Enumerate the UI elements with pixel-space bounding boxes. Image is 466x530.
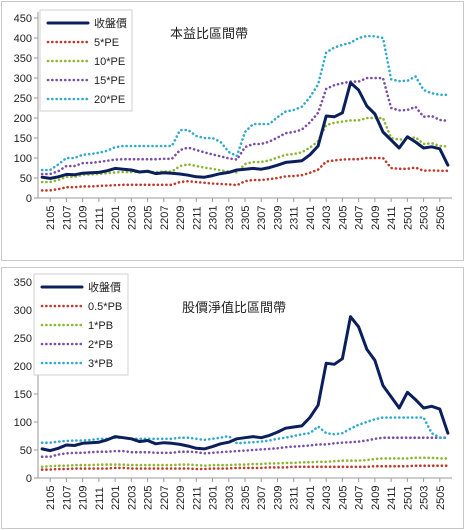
x-tick-label: 2105	[45, 486, 57, 510]
legend-label-2: 1*PB	[88, 320, 113, 332]
x-tick-label: 2403	[321, 486, 333, 510]
legend-label-4: 3*PB	[88, 358, 113, 370]
x-tick-label: 2109	[78, 206, 90, 230]
x-tick-label: 2107	[61, 206, 73, 230]
series-line-4	[40, 34, 450, 172]
x-tick-label: 2201	[110, 206, 122, 230]
x-tick-label: 2307	[256, 206, 268, 230]
x-tick-label: 2211	[191, 486, 203, 510]
x-tick-label: 2411	[386, 206, 398, 230]
legend-label-0: 收盤價	[88, 280, 121, 294]
x-tick-label: 2501	[402, 486, 414, 510]
legend-label-3: 15*PE	[94, 75, 125, 87]
x-tick-label: 2203	[126, 486, 138, 510]
y-tick-label: 450	[14, 13, 32, 25]
legend-label-1: 5*PE	[94, 37, 119, 49]
pe-band-chart-panel: 0 50 100 150 200 250 300 350 400 450 2105 2107 2109 2…	[1, 1, 464, 261]
x-tick-label: 2301	[208, 206, 220, 230]
y-tick-label: 50	[20, 445, 32, 457]
y-tick-label: 300	[14, 73, 32, 85]
y-tick-label: 350	[14, 53, 32, 65]
x-tick-label: 2405	[337, 206, 349, 230]
series-line-2	[40, 456, 450, 469]
x-tick-label: 2311	[289, 486, 301, 510]
y-tick-label: 0	[26, 473, 32, 485]
x-tick-label: 2105	[45, 206, 57, 230]
legend-label-2: 10*PE	[94, 56, 125, 68]
x-tick-label: 2203	[126, 206, 138, 230]
x-tick-label: 2305	[240, 486, 252, 510]
y-tick-label: 400	[14, 33, 32, 45]
legend-label-4: 20*PE	[94, 94, 125, 106]
x-tick-label: 2107	[61, 486, 73, 510]
x-tick-label: 2207	[159, 206, 171, 230]
chart-title: 股價淨值比區間帶	[182, 300, 286, 315]
x-tick-label: 2307	[256, 486, 268, 510]
y-tick-label: 200	[14, 113, 32, 125]
y-tick-label: 150	[14, 133, 32, 145]
x-tick-label: 2409	[370, 486, 382, 510]
x-tick-label: 2111	[94, 207, 106, 230]
y-tick-label: 350	[14, 277, 32, 289]
x-tick-label: 2309	[272, 206, 284, 230]
legend: 收盤價 0.5*PB 1*PB 2*PB 3*PB	[33, 273, 129, 376]
y-tick-label: 250	[14, 93, 32, 105]
x-tick-label: 2409	[370, 206, 382, 230]
x-tick-label: 2401	[305, 486, 317, 510]
x-tick-label: 2407	[354, 486, 366, 510]
x-tick-label: 2111	[94, 487, 106, 510]
x-tick-label: 2403	[321, 206, 333, 230]
legend-label-1: 0.5*PB	[88, 301, 122, 313]
x-tick-label: 2503	[419, 206, 431, 230]
series-line-2	[40, 116, 450, 184]
legend-label-0: 收盤價	[94, 16, 127, 30]
series-line-3	[40, 436, 450, 458]
x-tick-label: 2109	[78, 486, 90, 510]
x-tick-label: 2309	[272, 486, 284, 510]
pe-band-chart: 0 50 100 150 200 250 300 350 400 450 2105 2107 2109 2…	[14, 9, 452, 230]
y-tick-label: 100	[14, 417, 32, 429]
x-tick-label: 2205	[143, 486, 155, 510]
series-line-1	[40, 156, 450, 192]
series-line-0	[40, 315, 450, 453]
pb-band-chart: 0 50 100 150 200 250 300 350 2105 2107 2109 2111 220…	[14, 273, 452, 510]
y-tick-label: 150	[14, 389, 32, 401]
x-tick-label: 2205	[143, 206, 155, 230]
x-tick-label: 2505	[435, 486, 447, 510]
x-tick-label: 2505	[435, 206, 447, 230]
legend-label-3: 2*PB	[88, 339, 113, 351]
x-tick-label: 2301	[208, 486, 220, 510]
x-tick-label: 2211	[191, 206, 203, 230]
x-tick-label: 2303	[224, 486, 236, 510]
pb-band-chart-panel: 0 50 100 150 200 250 300 350 2105 2107 2109 2111 220…	[1, 267, 464, 529]
y-tick-label: 100	[14, 153, 32, 165]
x-tick-label: 2209	[175, 206, 187, 230]
x-tick-label: 2501	[402, 206, 414, 230]
y-tick-label: 300	[14, 305, 32, 317]
x-tick-label: 2201	[110, 486, 122, 510]
x-tick-label: 2303	[224, 206, 236, 230]
series-line-1	[40, 464, 450, 471]
legend: 收盤價 5*PE 10*PE 15*PE 20*PE	[39, 9, 133, 112]
x-tick-label: 2411	[386, 486, 398, 510]
x-tick-label: 2407	[354, 206, 366, 230]
y-tick-label: 250	[14, 333, 32, 345]
x-tick-label: 2305	[240, 206, 252, 230]
chart-title: 本益比區間帶	[170, 26, 248, 41]
series-line-4	[40, 416, 450, 445]
x-tick-label: 2503	[419, 486, 431, 510]
x-tick-label: 2209	[175, 486, 187, 510]
series-line-3	[40, 76, 450, 176]
y-tick-label: 200	[14, 361, 32, 373]
y-tick-label: 50	[20, 173, 32, 185]
x-tick-label: 2207	[159, 486, 171, 510]
y-tick-label: 0	[26, 193, 32, 205]
x-tick-label: 2405	[337, 486, 349, 510]
x-tick-label: 2311	[289, 206, 301, 230]
series-line-0	[40, 81, 450, 180]
x-tick-label: 2401	[305, 206, 317, 230]
